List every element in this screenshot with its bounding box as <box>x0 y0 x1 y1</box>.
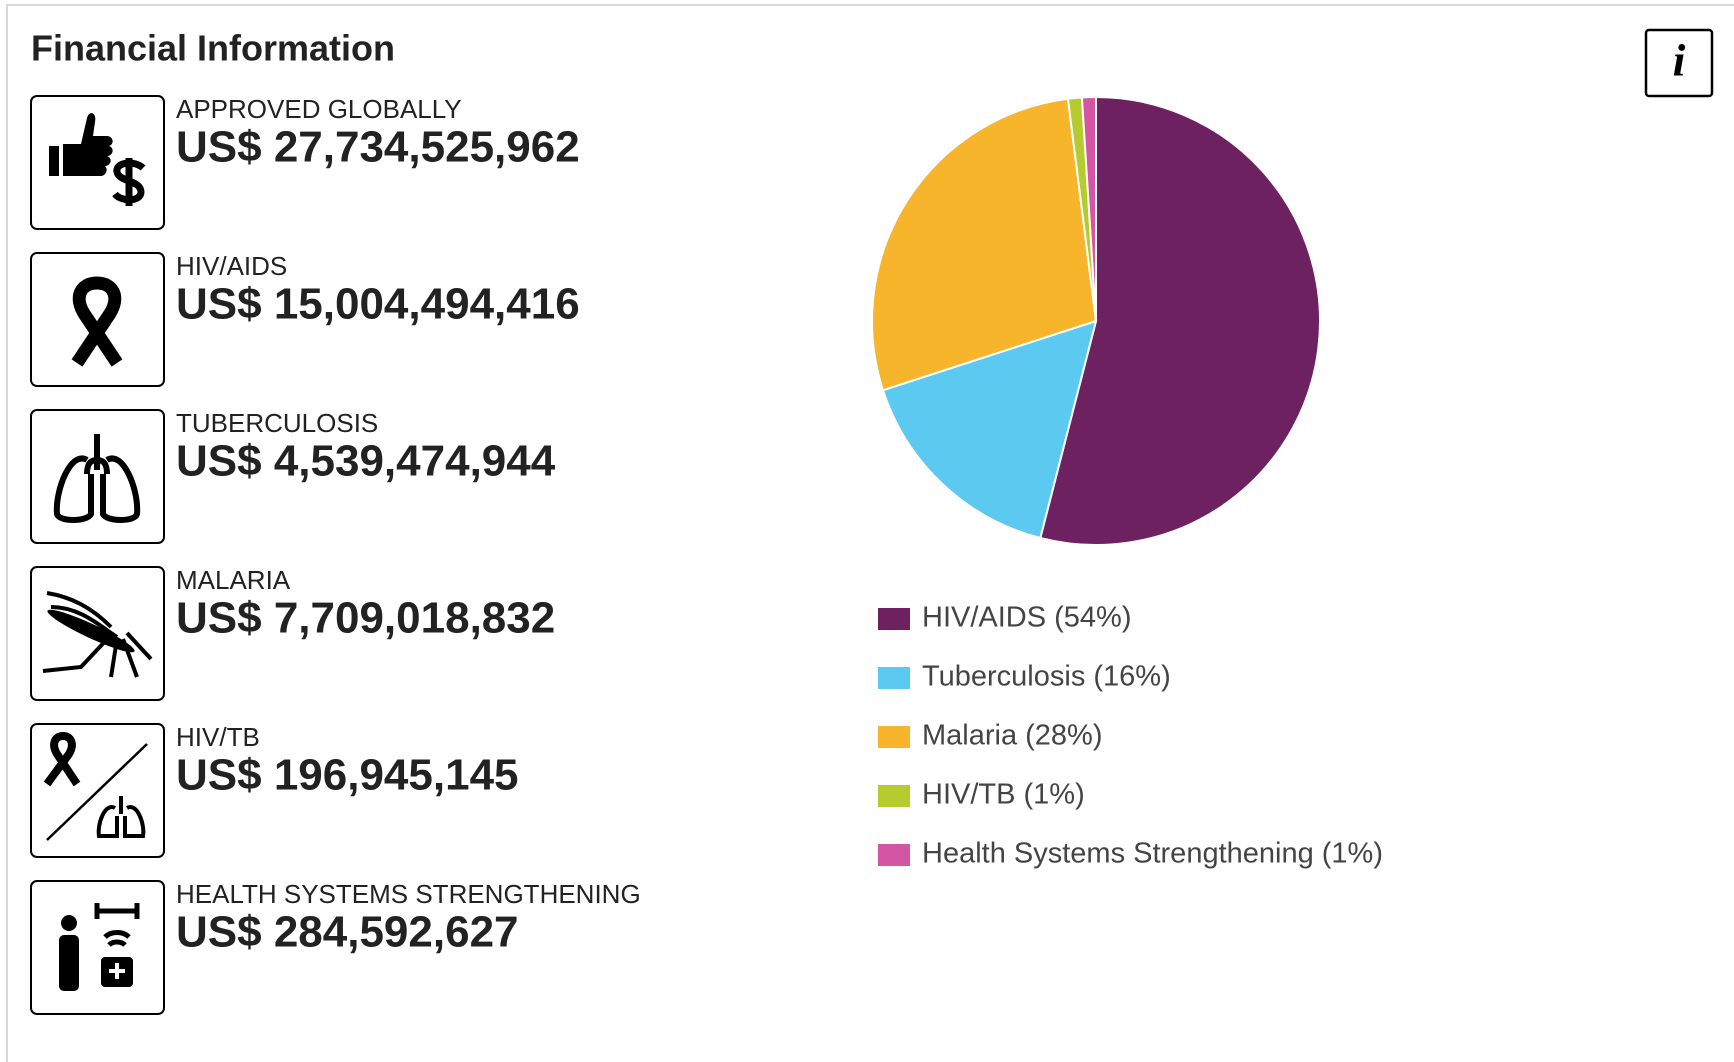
legend-swatch <box>878 844 910 866</box>
item-label: TUBERCULOSIS <box>176 408 378 438</box>
legend-label: Tuberculosis (16%) <box>922 661 1171 693</box>
hiv-icon <box>71 276 123 367</box>
item-amount: US$ 196,945,145 <box>176 751 519 800</box>
panel-border <box>6 4 1734 1062</box>
item-amount: US$ 27,734,525,962 <box>176 123 580 172</box>
pie-slice <box>1080 95 1097 322</box>
legend-swatch <box>878 726 910 748</box>
item-amount: US$ 4,539,474,944 <box>176 437 556 486</box>
info-button[interactable]: i <box>1644 28 1714 98</box>
malaria-icon <box>42 591 153 678</box>
icon-box <box>30 252 165 387</box>
item-amount: US$ 7,709,018,832 <box>176 594 555 643</box>
panel-title: Financial Information <box>31 28 395 69</box>
icon-box <box>30 880 165 1015</box>
legend-swatch <box>878 608 910 630</box>
hss-icon <box>59 903 140 991</box>
approved-icon <box>49 113 146 206</box>
icon-box <box>30 409 165 544</box>
legend-label: Health Systems Strengthening (1%) <box>922 838 1383 870</box>
item-amount: US$ 15,004,494,416 <box>176 280 580 329</box>
item-label: HEALTH SYSTEMS STRENGTHENING <box>176 879 641 909</box>
item-label: HIV/TB <box>176 722 260 752</box>
legend-swatch <box>878 785 910 807</box>
legend-swatch <box>878 667 910 689</box>
item-label: MALARIA <box>176 565 291 595</box>
item-amount: US$ 284,592,627 <box>176 908 519 957</box>
pie-slice <box>881 319 1098 540</box>
pie-slice <box>1039 95 1321 546</box>
pie-slice <box>871 97 1098 392</box>
item-label: HIV/AIDS <box>176 251 287 281</box>
hiv-tb-icon <box>43 731 148 841</box>
tb-icon <box>53 434 141 523</box>
info-icon: i <box>1673 35 1686 86</box>
item-label: APPROVED GLOBALLY <box>176 94 462 124</box>
legend-label: Malaria (28%) <box>922 720 1103 752</box>
legend-label: HIV/TB (1%) <box>922 779 1085 811</box>
legend-label: HIV/AIDS (54%) <box>922 602 1132 634</box>
